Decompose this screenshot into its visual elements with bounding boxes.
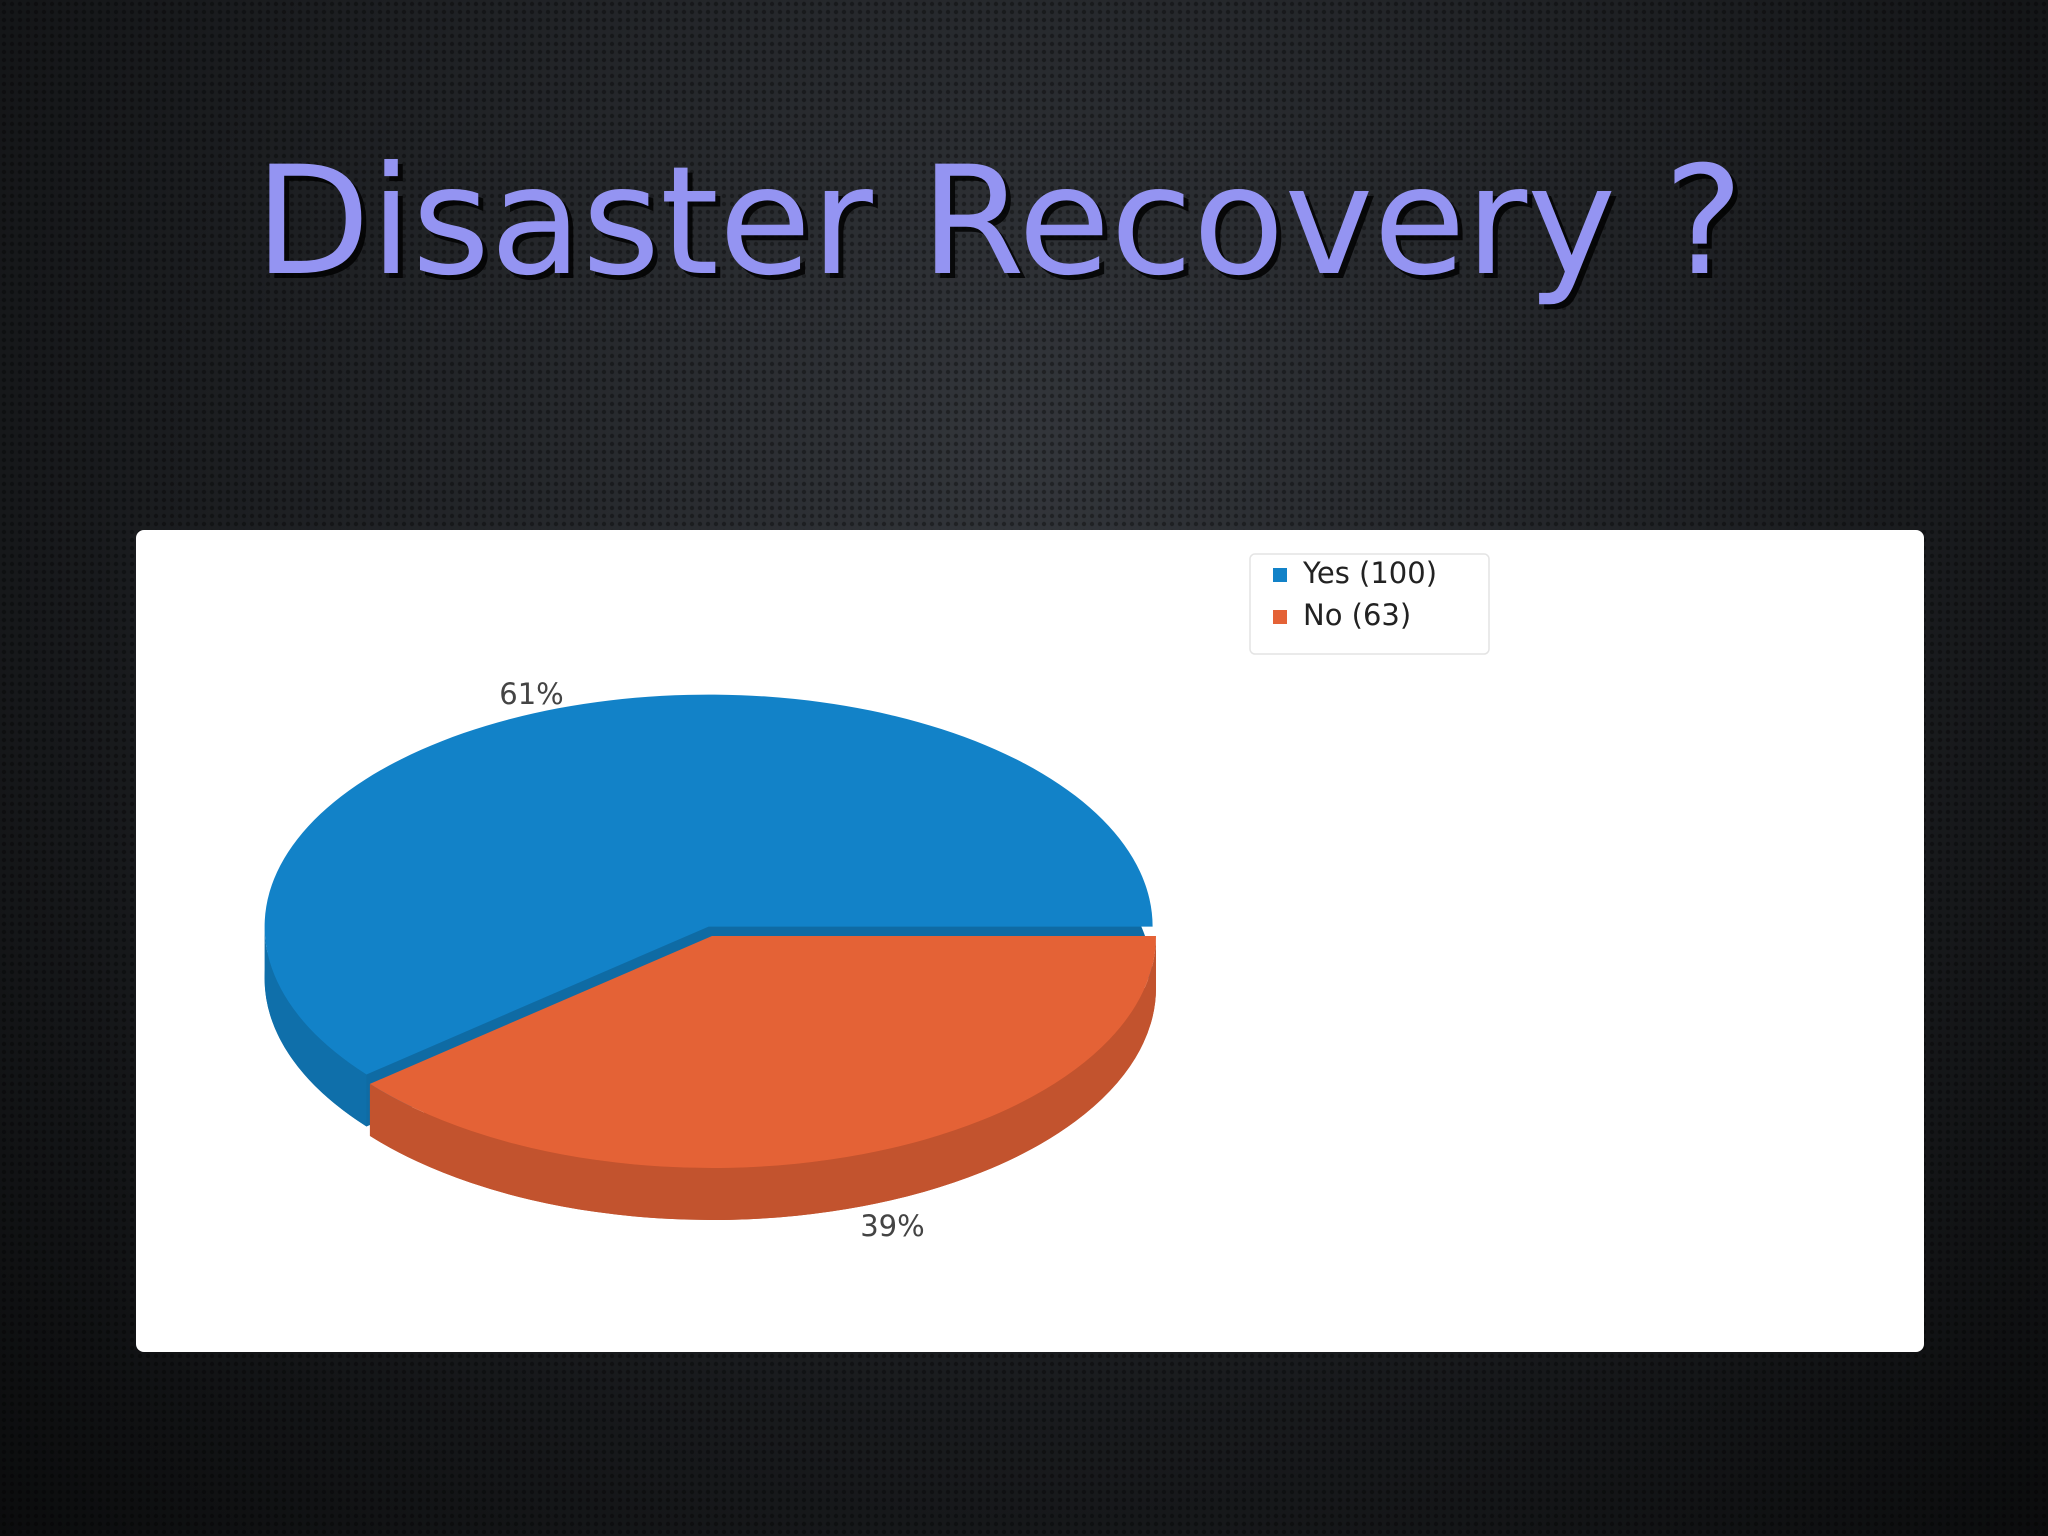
slice-wall xyxy=(264,926,367,1127)
title-shadow: Disaster Recovery ? xyxy=(260,140,1749,314)
legend-swatch xyxy=(1273,610,1287,624)
legend-swatch xyxy=(1273,568,1287,582)
legend-label: Yes (100) xyxy=(1302,556,1437,590)
legend-box xyxy=(1249,553,1490,655)
slice-label: 61% xyxy=(499,677,563,711)
slice xyxy=(264,694,1153,1075)
slice-label: 39% xyxy=(860,1209,924,1243)
slice xyxy=(369,936,1157,1168)
pie-chart: 61% 39% Yes (100) No (63) xyxy=(264,553,1490,1243)
slice-wall xyxy=(369,936,1157,1220)
legend-label: No (63) xyxy=(1303,598,1411,632)
slide-title: Disaster Recovery ? xyxy=(255,135,1744,309)
